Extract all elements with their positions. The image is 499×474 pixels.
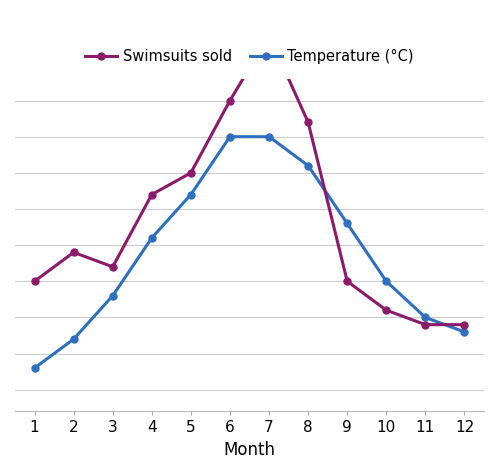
Swimsuits sold: [266, 33, 272, 38]
Swimsuits sold: [149, 191, 155, 197]
Line: Swimsuits sold: Swimsuits sold: [31, 32, 468, 328]
Swimsuits sold: [422, 322, 428, 328]
Temperature (°C): [149, 235, 155, 241]
Swimsuits sold: [344, 278, 350, 284]
Temperature (°C): [227, 134, 233, 139]
Swimsuits sold: [110, 264, 116, 270]
Temperature (°C): [188, 191, 194, 197]
Temperature (°C): [462, 329, 468, 335]
Temperature (°C): [110, 293, 116, 299]
Swimsuits sold: [305, 119, 311, 125]
Swimsuits sold: [462, 322, 468, 328]
Legend: Swimsuits sold, Temperature (°C): Swimsuits sold, Temperature (°C): [79, 43, 420, 70]
Swimsuits sold: [383, 307, 389, 313]
Swimsuits sold: [188, 170, 194, 176]
Temperature (°C): [344, 220, 350, 226]
Swimsuits sold: [31, 278, 37, 284]
Temperature (°C): [71, 336, 77, 342]
Temperature (°C): [383, 278, 389, 284]
Temperature (°C): [31, 365, 37, 371]
Line: Temperature (°C): Temperature (°C): [31, 133, 468, 372]
Swimsuits sold: [71, 249, 77, 255]
Temperature (°C): [422, 315, 428, 320]
Swimsuits sold: [227, 98, 233, 103]
Temperature (°C): [266, 134, 272, 139]
Temperature (°C): [305, 163, 311, 168]
X-axis label: Month: Month: [224, 441, 275, 459]
